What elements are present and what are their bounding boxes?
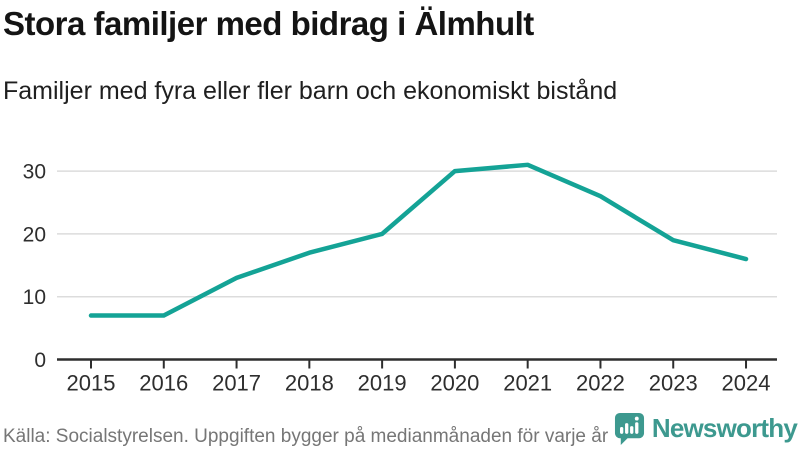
- svg-text:2022: 2022: [576, 371, 625, 396]
- svg-text:2023: 2023: [649, 371, 698, 396]
- svg-text:2021: 2021: [503, 371, 552, 396]
- svg-text:30: 30: [23, 161, 46, 184]
- page-title: Stora familjer med bidrag i Älmhult: [3, 5, 534, 42]
- svg-text:20: 20: [23, 223, 46, 246]
- svg-text:2019: 2019: [358, 371, 407, 396]
- svg-text:0: 0: [34, 349, 46, 372]
- svg-text:2018: 2018: [285, 371, 334, 396]
- newsworthy-logo: Newsworthy: [614, 412, 798, 445]
- svg-text:2016: 2016: [139, 371, 188, 396]
- svg-text:2017: 2017: [212, 371, 261, 396]
- newsworthy-bubble-chart-icon: [614, 413, 644, 445]
- chart-subtitle: Familjer med fyra eller fler barn och ek…: [3, 77, 618, 105]
- svg-text:2020: 2020: [430, 371, 479, 396]
- svg-text:2024: 2024: [722, 371, 771, 396]
- chart-area: 2015 2016 2017 2018 2019 2020 2021 2022 2023 2024…: [0, 130, 800, 402]
- source-note: Källa: Socialstyrelsen. Uppgiften bygger…: [3, 426, 609, 447]
- svg-text:2015: 2015: [67, 371, 116, 396]
- svg-text:10: 10: [23, 286, 46, 309]
- newsworthy-wordmark: Newsworthy: [651, 413, 798, 443]
- line-chart: 2015 2016 2017 2018 2019 2020 2021 2022 2023 2024…: [23, 161, 777, 396]
